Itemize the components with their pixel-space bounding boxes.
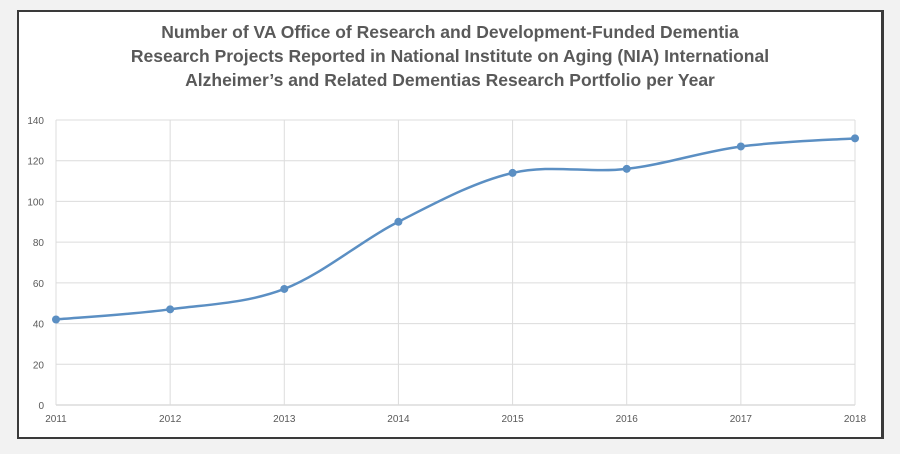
x-tick-label: 2018: [844, 414, 867, 425]
x-tick-label: 2013: [273, 414, 296, 425]
chart-title-line-1: Number of VA Office of Research and Deve…: [161, 22, 739, 42]
series-line: [55, 137, 856, 321]
data-point: [52, 315, 60, 324]
y-tick-label: 80: [33, 238, 45, 249]
data-point: [166, 305, 175, 314]
x-tick-label: 2011: [45, 414, 67, 425]
y-tick-label: 20: [33, 360, 45, 371]
chart-frame: [17, 10, 884, 439]
y-tick-label: 0: [38, 401, 44, 412]
x-tick-label: 2012: [159, 414, 182, 425]
x-tick-label: 2015: [501, 414, 524, 425]
y-tick-label: 140: [27, 116, 44, 127]
y-tick-label: 40: [33, 320, 45, 331]
chart-title-line-3: Alzheimer’s and Related Dementias Resear…: [185, 70, 715, 90]
y-tick-label: 100: [27, 197, 44, 208]
data-point: [622, 164, 631, 173]
data-point: [736, 142, 745, 151]
data-point: [394, 217, 403, 226]
data-point: [851, 134, 859, 143]
chart-title-line-2: Research Projects Reported in National I…: [130, 46, 770, 66]
y-tick-label: 120: [27, 157, 44, 168]
x-tick-label: 2016: [616, 414, 639, 425]
x-tick-label: 2017: [730, 414, 753, 425]
y-tick-label: 60: [33, 279, 45, 290]
data-point: [280, 284, 289, 293]
data-point: [508, 168, 517, 177]
x-tick-label: 2014: [387, 414, 410, 425]
chart-title: Number of VA Office of Research and Deve…: [0, 20, 900, 92]
